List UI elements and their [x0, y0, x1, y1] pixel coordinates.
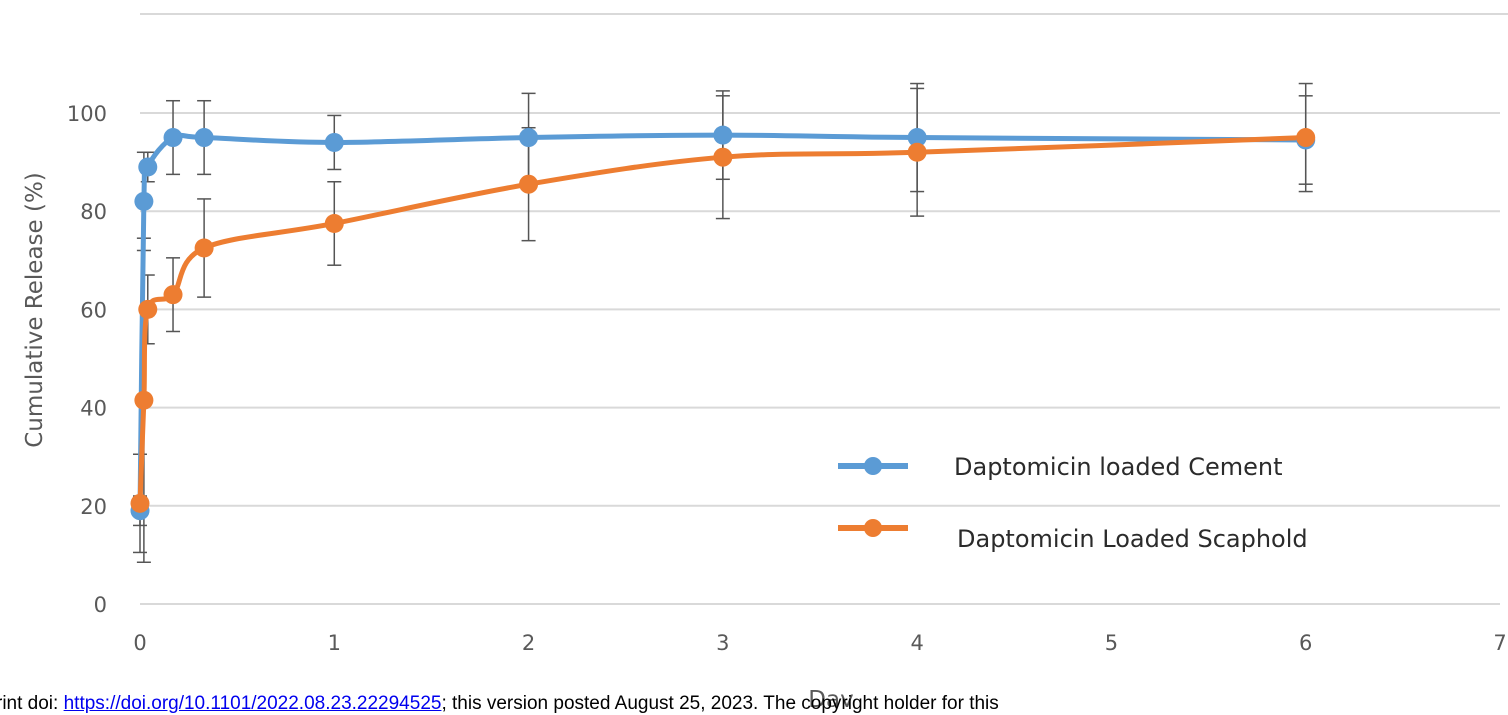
data-point-s1-0: [130, 493, 150, 513]
y-tick-label-0: 0: [94, 593, 107, 617]
x-tick-label-1: 1: [328, 631, 341, 655]
data-point-s0-7: [713, 125, 733, 145]
series-points: [130, 125, 1316, 521]
x-tick-label-4: 4: [910, 631, 923, 655]
data-point-s0-2: [138, 157, 158, 177]
data-point-s1-4: [194, 238, 214, 258]
x-axis-title: Day: [808, 687, 853, 707]
data-point-s0-1: [134, 191, 154, 211]
grid: [140, 112, 1500, 605]
footer-prefix: rint doi:: [0, 693, 64, 714]
data-point-s0-3: [163, 128, 183, 148]
data-point-s0-5: [324, 132, 344, 152]
y-tick-label-100: 100: [67, 102, 107, 126]
x-tick-label-0: 0: [133, 631, 146, 655]
x-tick-label-6: 6: [1299, 631, 1312, 655]
data-point-s1-5: [324, 213, 344, 233]
y-tick-label-20: 20: [80, 495, 107, 519]
y-axis-title: Cumulative Release (%): [22, 172, 48, 448]
y-tick-labels: 0 20 40 60 80 100: [67, 102, 107, 617]
y-tick-label-60: 60: [80, 298, 107, 322]
legend-label-scaphold: Daptomicin Loaded Scaphold: [957, 525, 1308, 553]
x-tick-labels: 0 1 2 3 4 5 6 7: [133, 631, 1506, 655]
x-tick-label-2: 2: [522, 631, 535, 655]
preprint-footer: rint doi: https://doi.org/10.1101/2022.0…: [0, 693, 999, 715]
data-point-s1-1: [134, 390, 154, 410]
data-point-s0-6: [519, 128, 539, 148]
data-point-s1-2: [138, 299, 158, 319]
data-point-s1-7: [713, 147, 733, 167]
data-point-s1-6: [519, 174, 539, 194]
legend-marker-scaphold: [864, 519, 882, 537]
data-point-s0-8: [907, 128, 927, 148]
x-tick-label-3: 3: [716, 631, 729, 655]
y-tick-label-40: 40: [80, 397, 107, 421]
y-tick-label-80: 80: [80, 200, 107, 224]
footer-suffix: ; this version posted August 25, 2023. T…: [441, 693, 999, 714]
data-point-s1-9: [1296, 128, 1316, 148]
data-point-s1-8: [907, 142, 927, 162]
data-point-s1-3: [163, 285, 183, 305]
doi-link[interactable]: https://doi.org/10.1101/2022.08.23.22294…: [63, 693, 442, 714]
legend-marker-cement: [864, 457, 882, 475]
legend-label-cement: Daptomicin loaded Cement: [954, 453, 1282, 481]
x-tick-label-5: 5: [1105, 631, 1118, 655]
legend: Daptomicin loaded Cement Daptomicin Load…: [838, 453, 1308, 553]
x-tick-label-7: 7: [1493, 631, 1506, 655]
data-point-s0-4: [194, 128, 214, 148]
